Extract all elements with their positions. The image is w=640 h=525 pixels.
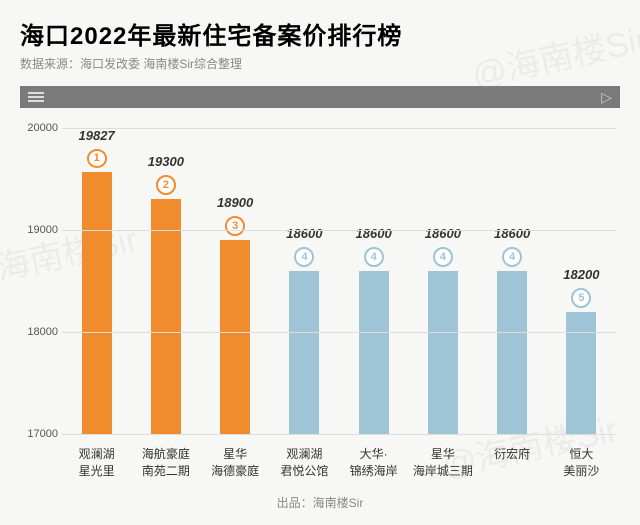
bar-slot: 18600 4	[270, 128, 339, 434]
x-category-label: 观澜湖 星光里	[62, 440, 131, 488]
x-category-label: 衍宏府	[478, 440, 547, 488]
x-category-label: 恒大 美丽沙	[547, 440, 616, 488]
bar-value-label: 18900	[217, 195, 253, 210]
header: 海口2022年最新住宅备案价排行榜 数据来源：海口发改委 海南楼Sir综合整理	[0, 0, 640, 78]
chart-title: 海口2022年最新住宅备案价排行榜	[20, 16, 620, 51]
footer-text: 海南楼Sir	[313, 496, 364, 510]
bar-slot: 18600 4	[339, 128, 408, 434]
bar-value-label: 18200	[563, 267, 599, 282]
footer-credit: 出品：海南楼Sir	[0, 488, 640, 517]
chart-subtitle: 数据来源：海口发改委 海南楼Sir综合整理	[20, 55, 620, 72]
x-axis-labels: 观澜湖 星光里海航豪庭 南苑二期星华 海德豪庭观澜湖 君悦公馆大华· 锦绣海岸星…	[62, 440, 616, 488]
rank-badge: 2	[156, 175, 176, 195]
rank-badge: 4	[364, 247, 384, 267]
nav-arrow-icon[interactable]: ▷	[601, 89, 612, 106]
bar-value-label: 18600	[356, 226, 392, 241]
bar-value-label: 18600	[286, 226, 322, 241]
rank-badge: 3	[225, 216, 245, 236]
bar-slot: 18600 4	[408, 128, 477, 434]
bar-rect	[359, 271, 389, 434]
rank-badge: 4	[433, 247, 453, 267]
nav-bar: ▷	[20, 86, 620, 108]
rank-badge: 4	[294, 247, 314, 267]
bar-slot: 18600 4	[478, 128, 547, 434]
bar-rect	[428, 271, 458, 434]
x-category-label: 星华 海德豪庭	[201, 440, 270, 488]
y-tick-label: 17000	[20, 428, 58, 440]
bar-rect	[497, 271, 527, 434]
rank-badge: 1	[87, 149, 107, 168]
bars-container: 1982711930021890031860041860041860041860…	[62, 128, 616, 434]
bar-value-label: 19827	[79, 128, 115, 143]
x-category-label: 星华 海岸城三期	[408, 440, 477, 488]
x-category-label: 大华· 锦绣海岸	[339, 440, 408, 488]
bar-rect	[151, 199, 181, 434]
bar-slot: 18200 5	[547, 128, 616, 434]
hamburger-icon[interactable]	[28, 92, 44, 102]
bar-rect	[82, 172, 112, 434]
bar-slot: 19827 1	[62, 128, 131, 434]
bar-rect	[566, 312, 596, 434]
rank-badge: 4	[502, 247, 522, 267]
y-tick-label: 19000	[20, 224, 58, 236]
gridline	[62, 332, 616, 333]
gridline	[62, 230, 616, 231]
x-category-label: 海航豪庭 南苑二期	[131, 440, 200, 488]
subtitle-prefix: 数据来源：	[20, 57, 80, 71]
bar-rect	[220, 240, 250, 434]
bar-chart: 1982711930021890031860041860041860041860…	[20, 118, 620, 488]
plot-area: 1982711930021890031860041860041860041860…	[62, 128, 616, 434]
subtitle-source: 海口发改委 海南楼Sir综合整理	[80, 57, 242, 71]
y-tick-label: 18000	[20, 326, 58, 338]
bar-value-label: 18600	[425, 226, 461, 241]
y-tick-label: 20000	[20, 122, 58, 134]
gridline	[62, 128, 616, 129]
gridline	[62, 434, 616, 435]
x-category-label: 观澜湖 君悦公馆	[270, 440, 339, 488]
bar-value-label: 19300	[148, 154, 184, 169]
footer-prefix: 出品：	[277, 496, 313, 510]
bar-slot: 18900 3	[201, 128, 270, 434]
bar-rect	[289, 271, 319, 434]
bar-slot: 19300 2	[131, 128, 200, 434]
bar-value-label: 18600	[494, 226, 530, 241]
rank-badge: 5	[571, 288, 591, 308]
